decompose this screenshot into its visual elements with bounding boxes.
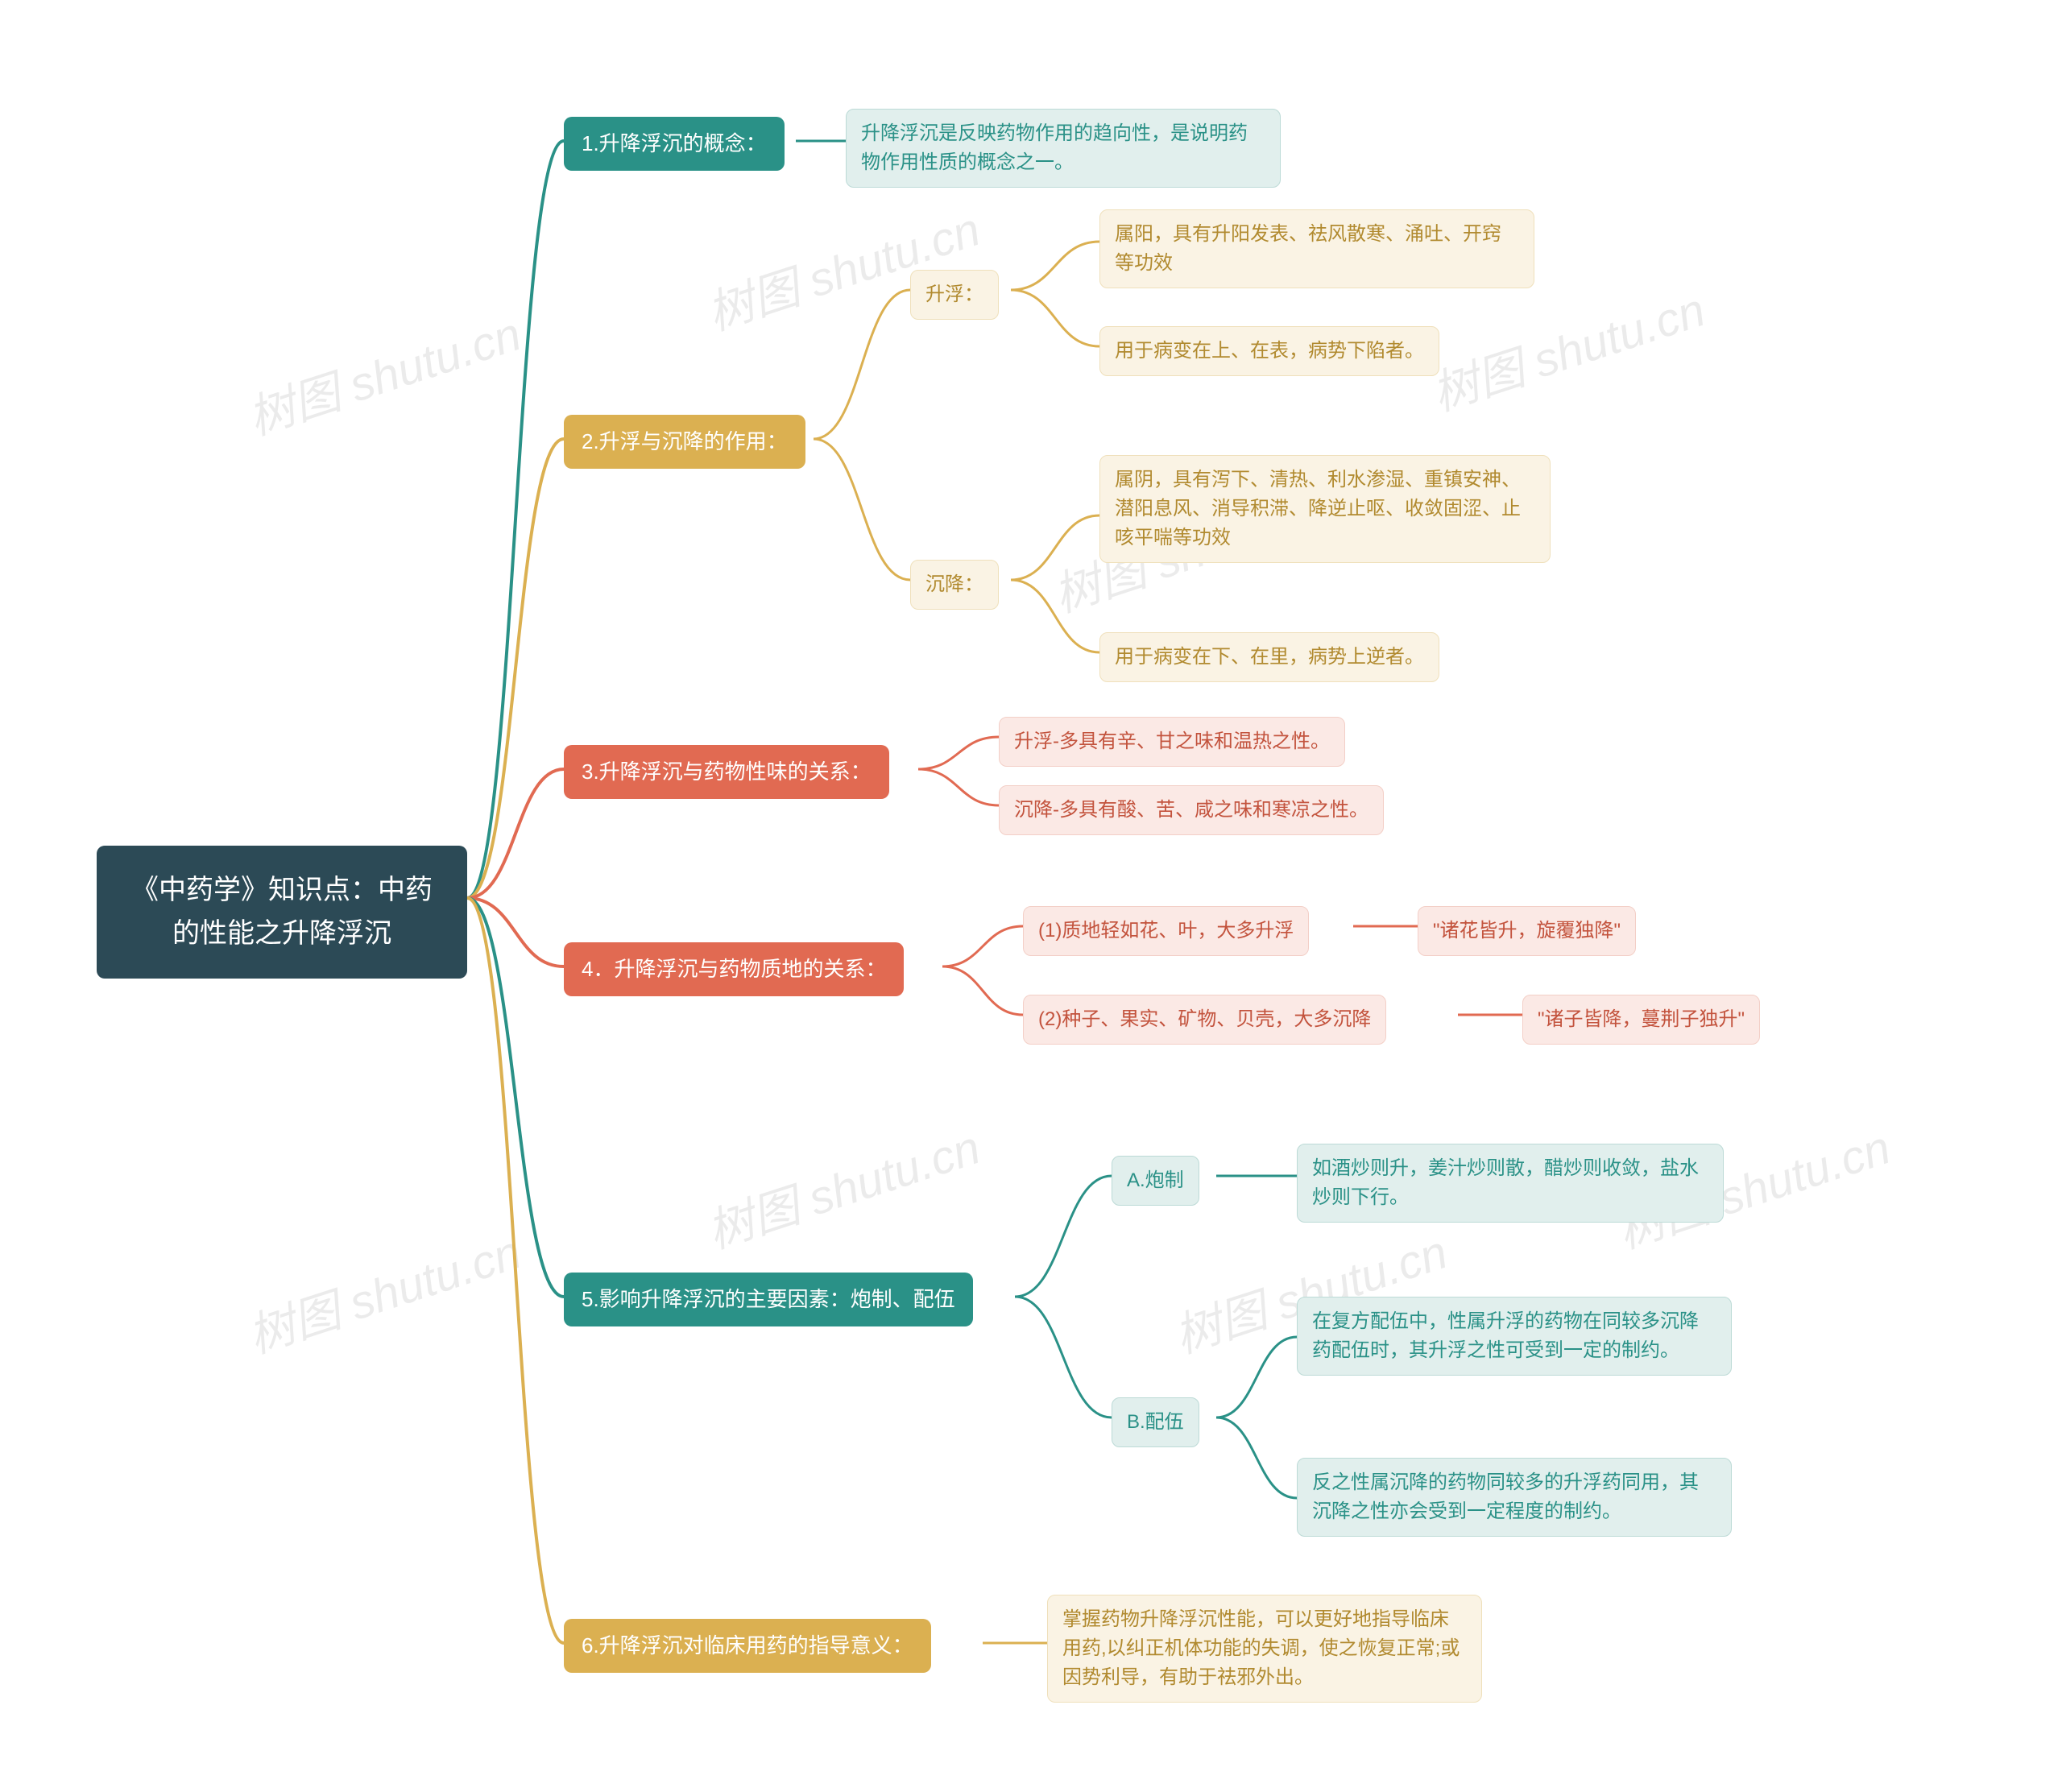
branch-1[interactable]: 1.升降浮沉的概念： (564, 117, 785, 171)
watermark: 树图 shutu.cn (238, 1215, 528, 1366)
branch-2-sub1-leaf1: 属阳，具有升阳发表、祛风散寒、涌吐、开窍等功效 (1099, 209, 1534, 288)
branch-2-sub2-leaf2: 用于病变在下、在里，病势上逆者。 (1099, 632, 1439, 682)
branch-6[interactable]: 6.升降浮沉对临床用药的指导意义： (564, 1619, 931, 1673)
branch-1-leaf: 升降浮沉是反映药物作用的趋向性，是说明药物作用性质的概念之一。 (846, 109, 1281, 188)
branch-3-leaf1: 升浮-多具有辛、甘之味和温热之性。 (999, 717, 1345, 767)
branch-2-sub2-leaf1: 属阴，具有泻下、清热、利水渗湿、重镇安神、潜阳息风、消导积滞、降逆止呕、收敛固涩… (1099, 455, 1551, 563)
branch-2-sub2[interactable]: 沉降： (910, 560, 999, 610)
watermark: 树图 shutu.cn (698, 1110, 988, 1261)
branch-2[interactable]: 2.升浮与沉降的作用： (564, 415, 805, 469)
branch-5-sub2[interactable]: B.配伍 (1112, 1397, 1199, 1447)
branch-2-sub1-leaf2: 用于病变在上、在表，病势下陷者。 (1099, 326, 1439, 376)
branch-6-leaf: 掌握药物升降浮沉性能，可以更好地指导临床用药,以纠正机体功能的失调，使之恢复正常… (1047, 1595, 1482, 1703)
branch-5-sub2-leaf2: 反之性属沉降的药物同较多的升浮药同用，其沉降之性亦会受到一定程度的制约。 (1297, 1458, 1732, 1537)
watermark: 树图 shutu.cn (698, 192, 988, 343)
branch-2-sub1[interactable]: 升浮： (910, 270, 999, 320)
root-node[interactable]: 《中药学》知识点：中药的性能之升降浮沉 (97, 846, 467, 979)
branch-4-leaf1: (1)质地轻如花、叶，大多升浮 (1023, 906, 1309, 956)
branch-4-leaf2: (2)种子、果实、矿物、贝壳，大多沉降 (1023, 995, 1386, 1045)
branch-5-sub1-leaf: 如酒炒则升，姜汁炒则散，醋炒则收敛，盐水炒则下行。 (1297, 1144, 1724, 1223)
watermark: 树图 shutu.cn (238, 296, 528, 448)
branch-5-sub1[interactable]: A.炮制 (1112, 1156, 1199, 1206)
branch-3[interactable]: 3.升降浮沉与药物性味的关系： (564, 745, 889, 799)
branch-5-sub2-leaf1: 在复方配伍中，性属升浮的药物在同较多沉降药配伍时，其升浮之性可受到一定的制约。 (1297, 1297, 1732, 1376)
mindmap-canvas: 树图 shutu.cn 树图 shutu.cn 树图 shutu.cn 树图 s… (0, 0, 2062, 1792)
branch-4-leaf1-quote: "诸花皆升，旋覆独降" (1418, 906, 1636, 956)
watermark: 树图 shutu.cn (1422, 272, 1712, 424)
branch-4[interactable]: 4．升降浮沉与药物质地的关系： (564, 942, 904, 996)
branch-4-leaf2-quote: "诸子皆降，蔓荆子独升" (1522, 995, 1760, 1045)
branch-5[interactable]: 5.影响升降浮沉的主要因素：炮制、配伍 (564, 1273, 973, 1326)
branch-3-leaf2: 沉降-多具有酸、苦、咸之味和寒凉之性。 (999, 785, 1384, 835)
